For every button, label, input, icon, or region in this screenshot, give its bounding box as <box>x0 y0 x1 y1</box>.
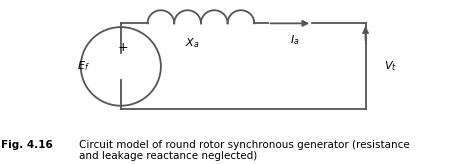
Text: $E_f$: $E_f$ <box>77 60 90 73</box>
Text: $X_a$: $X_a$ <box>185 36 199 50</box>
Text: $V_t$: $V_t$ <box>383 60 396 73</box>
Text: $I_a$: $I_a$ <box>290 33 299 47</box>
Text: +: + <box>118 41 128 54</box>
Text: Circuit model of round rotor synchronous generator (resistance
and leakage react: Circuit model of round rotor synchronous… <box>79 140 410 161</box>
Text: Fig. 4.16: Fig. 4.16 <box>0 140 53 150</box>
